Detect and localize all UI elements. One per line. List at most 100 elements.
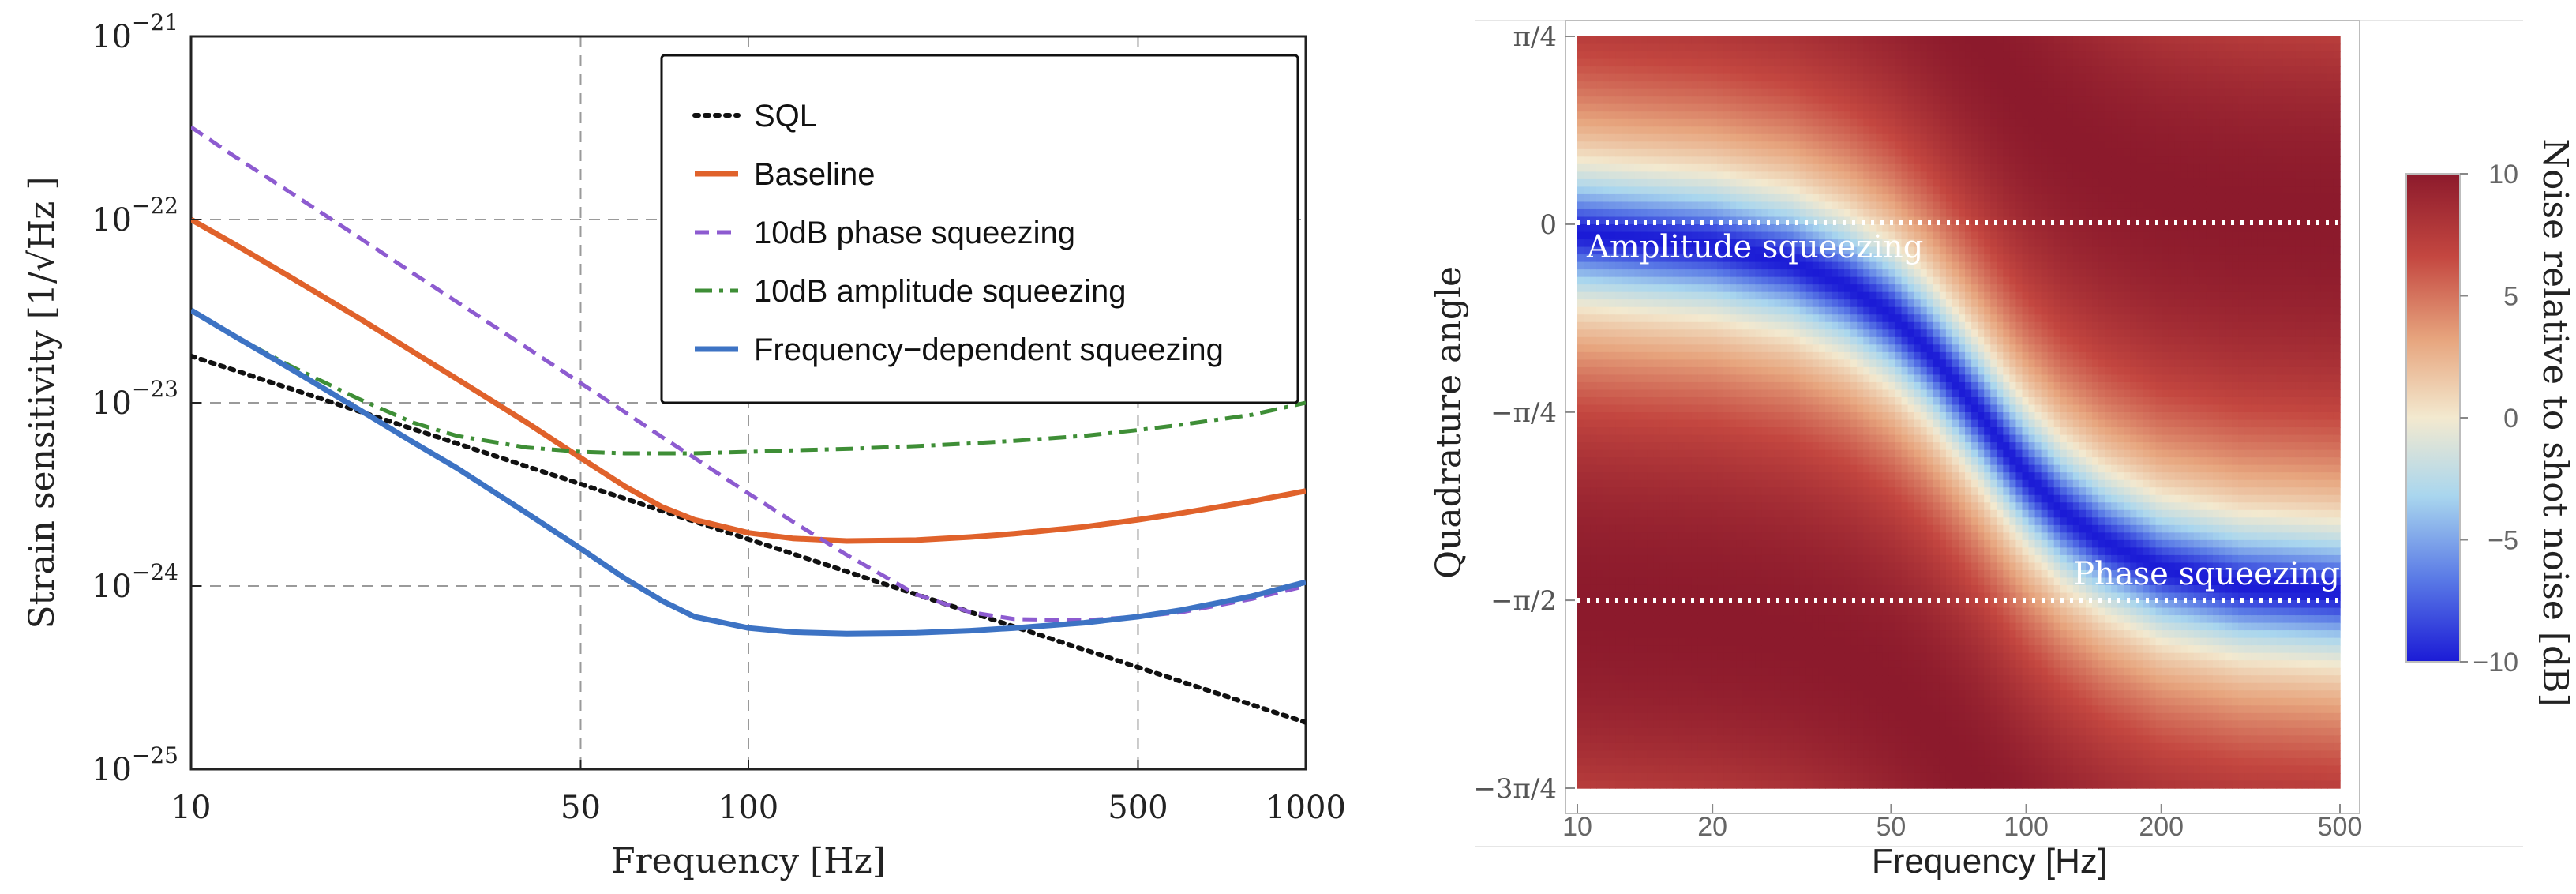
heatmap-cell: [1774, 231, 1782, 240]
heatmap-cell: [1634, 359, 1642, 368]
heatmap-cell: [1672, 404, 1680, 413]
heatmap-cell: [1863, 261, 1870, 270]
heatmap-cell: [1857, 81, 1864, 90]
heatmap-cell: [1730, 472, 1737, 481]
heatmap-cell: [1736, 133, 1743, 142]
heatmap-cell: [1838, 133, 1845, 142]
heatmap-cell: [1596, 750, 1603, 759]
heatmap-cell: [1622, 652, 1629, 661]
heatmap-cell: [1577, 51, 1584, 60]
heatmap-cell: [1704, 592, 1712, 601]
heatmap-cell: [1609, 697, 1616, 706]
heatmap-cell: [1774, 645, 1782, 654]
heatmap-cell: [1577, 111, 1584, 120]
heatmap-cell: [1824, 269, 1832, 278]
heatmap-cell: [1761, 291, 1769, 300]
heatmap-cell: [1857, 118, 1864, 127]
heatmap-cell: [1584, 742, 1591, 752]
heatmap-cell: [1736, 81, 1743, 90]
heatmap-cell: [1590, 615, 1597, 624]
heatmap-cell: [1672, 216, 1680, 225]
heatmap-cell: [1888, 284, 1896, 293]
heatmap-cell: [1812, 163, 1820, 173]
heatmap-cell: [1672, 118, 1680, 127]
heatmap-cell: [1774, 314, 1782, 323]
heatmap-cell: [1857, 366, 1864, 376]
heatmap-cell: [1805, 539, 1813, 549]
heatmap-cell: [1793, 509, 1801, 518]
heatmap-cell: [1640, 607, 1648, 616]
heatmap-cell: [1838, 660, 1845, 669]
heatmap-cell: [1640, 193, 1648, 203]
heatmap-cell: [1774, 359, 1782, 368]
heatmap-cell: [1609, 178, 1616, 188]
heatmap-cell: [1596, 51, 1603, 60]
heatmap-cell: [1647, 43, 1655, 52]
heatmap-cell: [1736, 66, 1743, 75]
heatmap-cell: [1761, 660, 1769, 669]
heatmap-cell: [1838, 584, 1845, 594]
heatmap-cell: [1730, 539, 1737, 549]
heatmap-cell: [1685, 201, 1693, 210]
heatmap-cell: [1787, 389, 1794, 398]
heatmap-cell: [1590, 569, 1597, 579]
heatmap-cell: [1787, 464, 1794, 473]
heatmap-cell: [1882, 141, 1890, 150]
heatmap-cell: [1622, 381, 1629, 391]
heatmap-cell: [1857, 547, 1864, 556]
heatmap-cell: [1838, 547, 1845, 556]
heatmap-cell: [1730, 427, 1737, 436]
heatmap-cell: [1844, 254, 1851, 263]
heatmap-cell: [1768, 645, 1775, 654]
heatmap-cell: [1805, 208, 1813, 218]
heatmap-cell: [1640, 344, 1648, 353]
heatmap-cell: [1818, 419, 1826, 428]
heatmap-cell: [1622, 254, 1629, 263]
heatmap-cell: [1749, 472, 1757, 481]
heatmap-cell: [1755, 479, 1763, 488]
heatmap-cell: [1730, 457, 1737, 466]
heatmap-cell: [1749, 81, 1757, 90]
heatmap-cell: [1749, 502, 1757, 511]
heatmap-cell: [1640, 742, 1648, 752]
heatmap-cell: [1793, 396, 1801, 406]
heatmap-cell: [1755, 314, 1763, 323]
heatmap-cell: [1832, 600, 1839, 609]
heatmap-cell: [1615, 615, 1623, 624]
heatmap-cell: [1768, 532, 1775, 541]
heatmap-cell: [1832, 727, 1839, 737]
heatmap-cell: [1838, 509, 1845, 518]
heatmap-cell: [1857, 682, 1864, 691]
heatmap-cell: [1749, 186, 1757, 195]
heatmap-cell: [1780, 193, 1788, 203]
heatmap-cell: [1647, 419, 1655, 428]
heatmap-cell: [1850, 637, 1858, 646]
heatmap-cell: [1609, 419, 1616, 428]
heatmap-cell: [1850, 163, 1858, 173]
heatmap-cell: [1774, 73, 1782, 82]
heatmap-cell: [1787, 412, 1794, 421]
heatmap-cell: [1793, 487, 1801, 496]
heatmap-cell: [1609, 314, 1616, 323]
heatmap-cell: [1691, 299, 1699, 308]
heatmap-cell: [1603, 208, 1610, 218]
heatmap-cell: [1730, 329, 1737, 338]
heatmap-cell: [1780, 472, 1788, 481]
heatmap-cell: [1793, 735, 1801, 744]
heatmap-cell: [1749, 141, 1757, 150]
heatmap-cell: [1761, 156, 1769, 165]
heatmap-cell: [1615, 449, 1623, 458]
heatmap-cell: [1755, 502, 1763, 511]
heatmap-cell: [1755, 156, 1763, 165]
heatmap-cell: [1723, 697, 1730, 706]
heatmap-cell: [1672, 359, 1680, 368]
heatmap-cell: [1672, 299, 1680, 308]
heatmap-cell: [1704, 133, 1712, 142]
heatmap-cell: [1742, 652, 1750, 661]
heatmap-cell: [1812, 720, 1820, 729]
heatmap-cell: [1793, 186, 1801, 195]
heatmap-cell: [1685, 554, 1693, 564]
heatmap-cell: [1824, 351, 1832, 361]
heatmap-cell: [1622, 306, 1629, 315]
heatmap-cell: [1634, 720, 1642, 729]
